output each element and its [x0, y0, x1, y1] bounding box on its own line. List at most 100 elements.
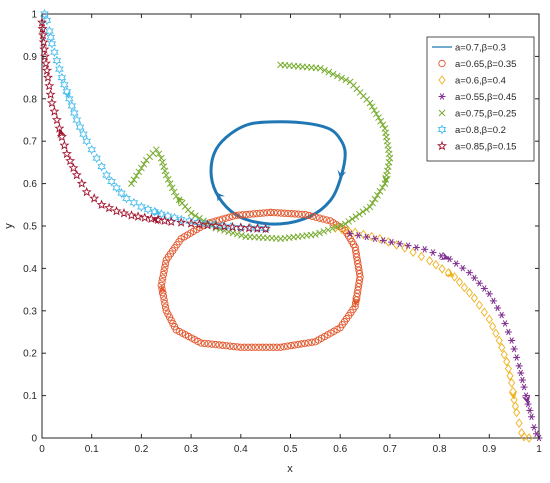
data-point — [226, 342, 234, 350]
data-point — [161, 263, 169, 271]
data-point — [515, 418, 523, 428]
data-point — [528, 413, 536, 421]
data-point — [65, 155, 76, 166]
data-point — [170, 212, 179, 223]
data-point — [522, 392, 530, 399]
data-point — [202, 219, 213, 230]
y-tick-label: 0 — [31, 434, 37, 445]
data-point — [315, 214, 324, 222]
legend-label: a=0.7,β=0.3 — [455, 43, 506, 54]
data-point — [159, 270, 168, 279]
series-6 — [40, 9, 270, 234]
data-point — [518, 376, 526, 384]
data-point — [356, 210, 363, 218]
data-point — [104, 202, 115, 213]
data-point — [329, 70, 337, 78]
data-point — [218, 220, 227, 231]
data-point — [506, 371, 514, 381]
data-point — [345, 218, 353, 225]
data-point — [260, 223, 271, 234]
data-point — [227, 221, 238, 232]
data-point — [233, 343, 241, 351]
legend-marker-swatch — [438, 75, 446, 85]
data-point — [421, 246, 429, 253]
data-point — [249, 210, 257, 218]
data-point — [128, 180, 135, 187]
y-tick-label: 1 — [31, 10, 37, 21]
data-point — [301, 339, 309, 348]
y-tick-label: 0.7 — [23, 137, 37, 148]
legend-entry: a=0.65,β=0.35 — [438, 59, 516, 70]
data-point — [388, 238, 396, 246]
data-point — [311, 338, 319, 346]
data-point — [170, 188, 178, 196]
data-point — [102, 170, 111, 181]
data-point — [369, 199, 376, 207]
data-point — [270, 208, 278, 217]
data-point — [81, 186, 92, 197]
data-point — [370, 106, 378, 114]
data-point — [429, 249, 437, 256]
data-point — [130, 176, 138, 184]
legend-entry: a=0.85,β=0.15 — [436, 140, 516, 153]
data-point — [284, 209, 292, 218]
data-point — [520, 431, 528, 442]
data-point — [344, 226, 353, 236]
direction-arrow — [176, 196, 186, 207]
data-point — [290, 341, 299, 349]
data-point — [161, 303, 170, 311]
data-point — [273, 343, 281, 351]
data-point — [376, 188, 384, 195]
data-point — [437, 252, 445, 260]
x-axis-label: x — [287, 463, 293, 475]
data-point — [485, 314, 493, 325]
data-point — [150, 206, 159, 217]
data-point — [159, 159, 166, 166]
data-point — [525, 433, 533, 443]
data-point — [371, 235, 379, 243]
data-point — [159, 292, 168, 300]
y-tick-label: 0.5 — [23, 222, 37, 233]
data-point — [498, 342, 506, 353]
y-axis-label: y — [3, 223, 15, 229]
data-point — [39, 51, 51, 61]
data-point — [334, 72, 341, 80]
direction-arrow — [352, 296, 361, 307]
direction-arrow — [521, 394, 531, 405]
data-point — [43, 72, 54, 82]
data-point — [255, 343, 263, 351]
data-point — [363, 205, 370, 213]
data-point — [526, 407, 534, 414]
data-point — [375, 114, 382, 121]
y-tick-label: 0.8 — [23, 94, 37, 105]
direction-arrow — [158, 285, 168, 296]
data-point — [455, 277, 464, 287]
data-point — [176, 217, 187, 227]
data-point — [280, 209, 289, 217]
data-point — [294, 340, 302, 349]
data-point — [287, 341, 295, 350]
data-point — [515, 362, 523, 370]
data-point — [316, 64, 324, 72]
data-point — [55, 64, 64, 75]
data-point — [118, 208, 130, 218]
data-point — [341, 220, 349, 228]
legend-marker-swatch — [438, 93, 446, 100]
data-point — [301, 210, 310, 219]
data-point — [76, 178, 87, 188]
data-point — [186, 218, 197, 228]
series-line — [209, 120, 347, 226]
data-point — [359, 229, 367, 240]
data-point — [374, 191, 381, 199]
data-point — [366, 99, 374, 107]
data-point — [140, 160, 148, 168]
x-tick-label: 0.7 — [383, 444, 397, 455]
data-point — [492, 328, 500, 339]
data-point — [325, 68, 333, 76]
data-point — [133, 172, 140, 180]
data-point — [260, 209, 268, 217]
series-layer — [36, 9, 543, 443]
data-point — [342, 76, 350, 84]
y-tick-label: 0.9 — [23, 52, 37, 63]
data-point — [305, 211, 313, 220]
